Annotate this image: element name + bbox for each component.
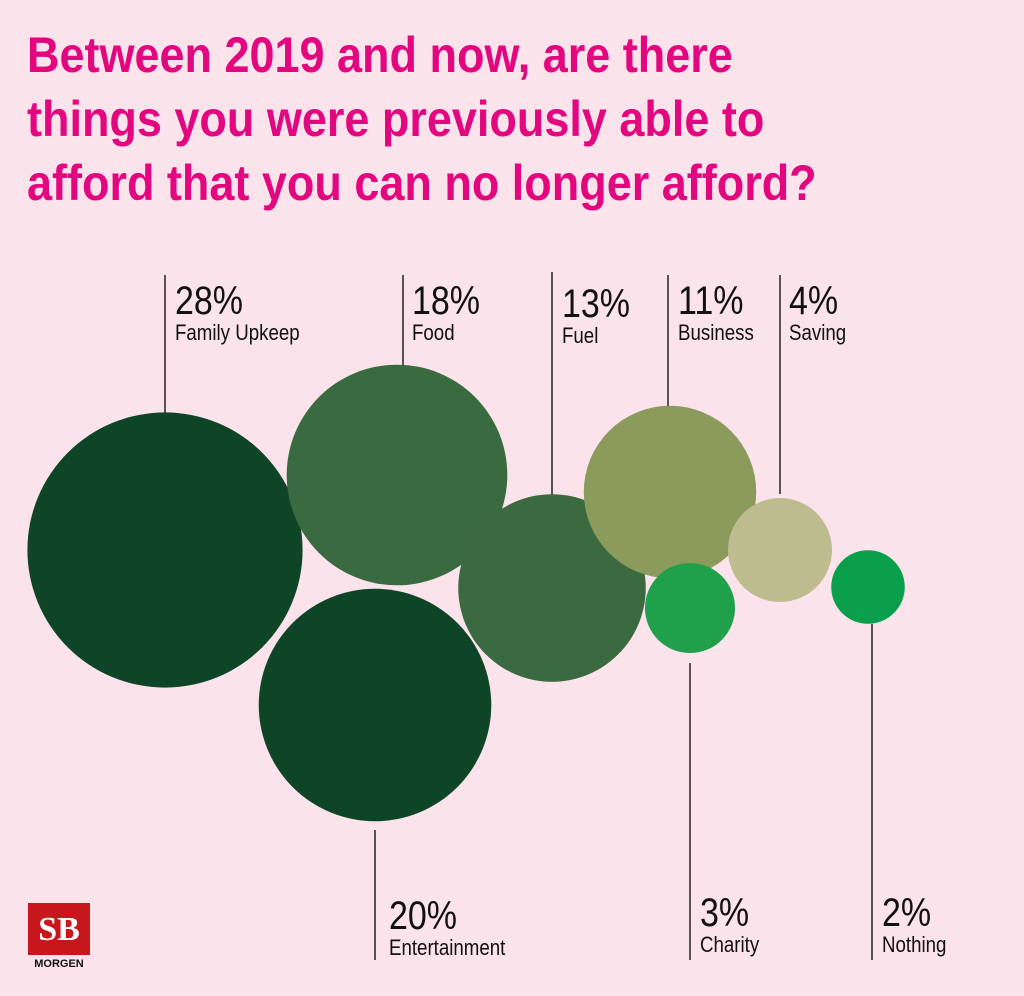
value-label: 13% xyxy=(562,280,630,325)
value-label: 18% xyxy=(412,277,480,322)
bubble xyxy=(831,550,905,624)
logo-text: SB xyxy=(38,911,80,948)
bubble xyxy=(286,364,508,586)
category-label: Entertainment xyxy=(389,937,506,961)
logo-subtitle: MORGEN xyxy=(34,958,84,970)
bubble xyxy=(258,588,492,822)
title: Between 2019 and now, are there things y… xyxy=(27,28,817,212)
value-label: 28% xyxy=(175,277,243,322)
bubble xyxy=(583,405,757,579)
bubble xyxy=(728,498,832,602)
logo-box xyxy=(28,903,90,955)
category-label: Business xyxy=(678,322,754,346)
value-label: 2% xyxy=(882,889,931,934)
title-line: afford that you can no longer afford? xyxy=(27,156,817,212)
category-label: Food xyxy=(412,322,455,346)
bubble xyxy=(27,412,303,688)
value-label: 11% xyxy=(678,277,744,322)
bubble xyxy=(644,562,736,654)
value-label: 20% xyxy=(389,892,457,937)
bubble xyxy=(458,494,646,682)
category-label: Nothing xyxy=(882,934,946,958)
category-label: Family Upkeep xyxy=(175,322,300,346)
category-label: Fuel xyxy=(562,325,598,349)
title-line: Between 2019 and now, are there xyxy=(27,28,733,84)
value-label: 3% xyxy=(700,889,749,934)
category-label: Charity xyxy=(700,934,760,958)
title-line: things you were previously able to xyxy=(27,92,764,148)
value-label: 4% xyxy=(789,277,838,322)
category-label: Saving xyxy=(789,322,846,346)
